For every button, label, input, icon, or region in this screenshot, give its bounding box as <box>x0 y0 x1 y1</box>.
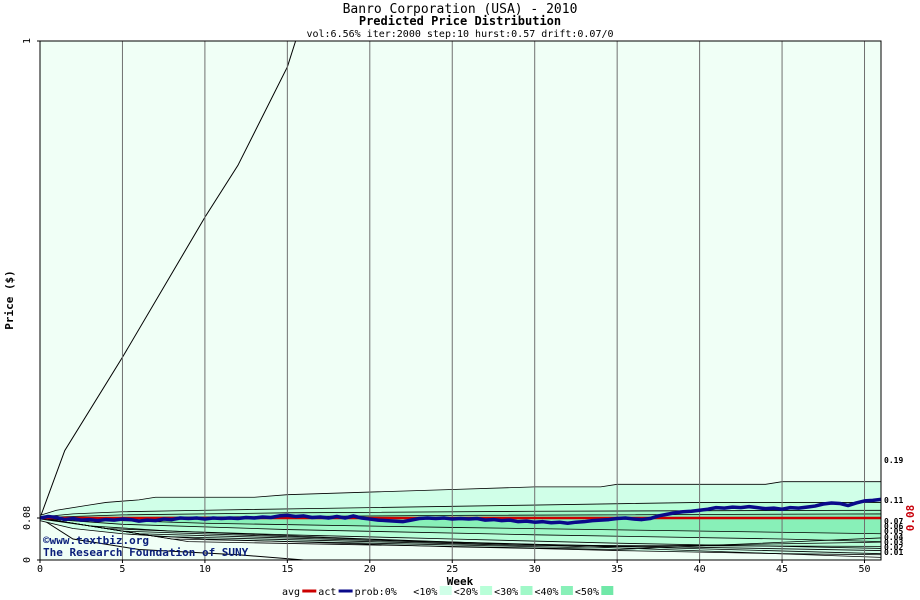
min-envelope-line <box>39 517 304 561</box>
x-tick-label: 35 <box>611 564 623 575</box>
chart-title: Banro Corporation (USA) - 2010 <box>343 2 578 17</box>
actual-price-label: 0.08 <box>904 505 917 532</box>
legend-label: prob:0% <box>355 587 397 598</box>
end-value-label: 0.03 <box>884 538 903 547</box>
act-line <box>39 497 882 525</box>
credit-line-2: The Research Foundation of SUNY <box>43 546 249 559</box>
end-value-label: 0.04 <box>884 533 903 542</box>
end-value-label: 0.07 <box>884 517 903 526</box>
x-tick-label: 30 <box>529 564 541 575</box>
end-value-label: 0.11 <box>884 496 903 505</box>
chart-subtitle: Predicted Price Distribution <box>359 14 561 28</box>
legend-swatch <box>439 586 452 595</box>
chart-legend: avg act prob:0% <10% <20% <30% <40% <50% <box>282 586 614 598</box>
decile-line <box>39 517 882 550</box>
legend-swatch <box>480 586 493 595</box>
end-value-label: 0.01 <box>884 548 903 557</box>
end-value-label: 0.19 <box>884 456 903 465</box>
legend-swatch <box>399 586 412 595</box>
x-tick-label: 45 <box>776 564 788 575</box>
legend-label: <40% <box>535 587 559 598</box>
x-tick-label: 50 <box>858 564 870 575</box>
y-tick-label: 0 <box>22 557 33 563</box>
x-tick-label: 0 <box>37 564 43 575</box>
legend-label: <20% <box>454 587 478 598</box>
legend-label: avg <box>282 587 300 598</box>
legend-swatch <box>560 586 573 595</box>
end-value-label: 0.06 <box>884 522 903 531</box>
end-value-label: 0.02 <box>884 543 903 552</box>
end-value-label: 0.05 <box>884 527 903 536</box>
legend-swatch <box>601 586 614 595</box>
legend-swatch <box>520 586 533 595</box>
plot-frame <box>39 40 882 561</box>
x-tick-label: 20 <box>364 564 376 575</box>
y-tick-label: 0.08 <box>22 506 33 530</box>
legend-label: act <box>318 587 336 598</box>
legend-label: <10% <box>413 587 437 598</box>
y-tick-label: 1 <box>22 38 33 44</box>
credit-line-1: ©www.textbiz.org <box>43 534 149 547</box>
x-tick-label: 15 <box>281 564 293 575</box>
simulation-params: vol:6.56% iter:2000 step:10 hurst:0.57 d… <box>306 29 613 40</box>
x-tick-label: 40 <box>694 564 706 575</box>
x-tick-label: 25 <box>446 564 458 575</box>
y-axis-label: Price ($) <box>3 270 16 330</box>
x-tick-label: 5 <box>119 564 125 575</box>
plot-area <box>40 41 881 560</box>
x-axis-label: Week <box>447 575 474 588</box>
legend-label: <50% <box>575 587 599 598</box>
x-tick-label: 10 <box>199 564 211 575</box>
legend-label: <30% <box>494 587 518 598</box>
